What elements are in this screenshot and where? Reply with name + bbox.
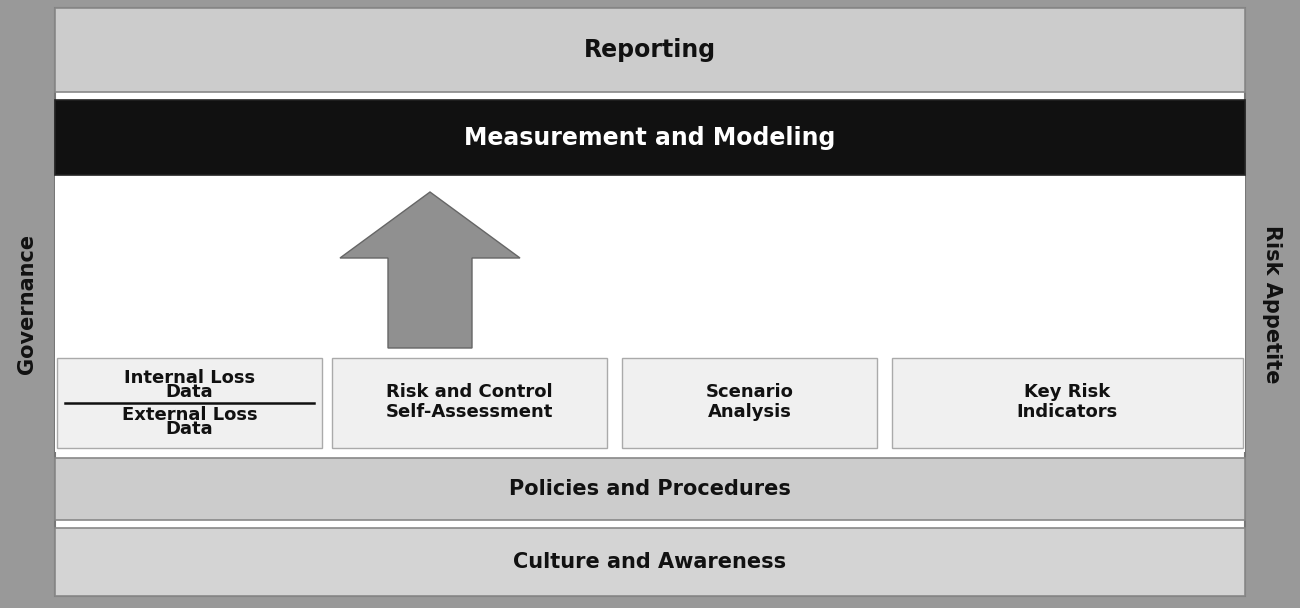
Text: Reporting: Reporting [584,38,716,62]
Text: Culture and Awareness: Culture and Awareness [514,552,786,572]
Bar [332,358,607,448]
Polygon shape [341,192,520,348]
Text: Policies and Procedures: Policies and Procedures [510,479,790,499]
Bar [892,358,1243,448]
Text: External Loss: External Loss [122,406,257,424]
Bar [621,358,878,448]
Bar [55,8,1245,92]
Text: Analysis: Analysis [707,403,792,421]
Text: Internal Loss: Internal Loss [124,369,255,387]
Text: Risk Appetite: Risk Appetite [1262,225,1283,383]
Text: Scenario: Scenario [706,383,793,401]
Bar [55,528,1245,596]
Text: Data: Data [165,420,213,438]
Bar [55,458,1245,520]
Text: Self-Assessment: Self-Assessment [386,403,554,421]
Text: Data: Data [165,383,213,401]
Bar [57,358,322,448]
Text: Indicators: Indicators [1017,403,1118,421]
Text: Measurement and Modeling: Measurement and Modeling [464,125,836,150]
Text: Risk and Control: Risk and Control [386,383,552,401]
Text: Key Risk: Key Risk [1024,383,1110,401]
Bar [55,100,1245,175]
Bar [55,175,1245,452]
Text: Governance: Governance [17,234,38,374]
